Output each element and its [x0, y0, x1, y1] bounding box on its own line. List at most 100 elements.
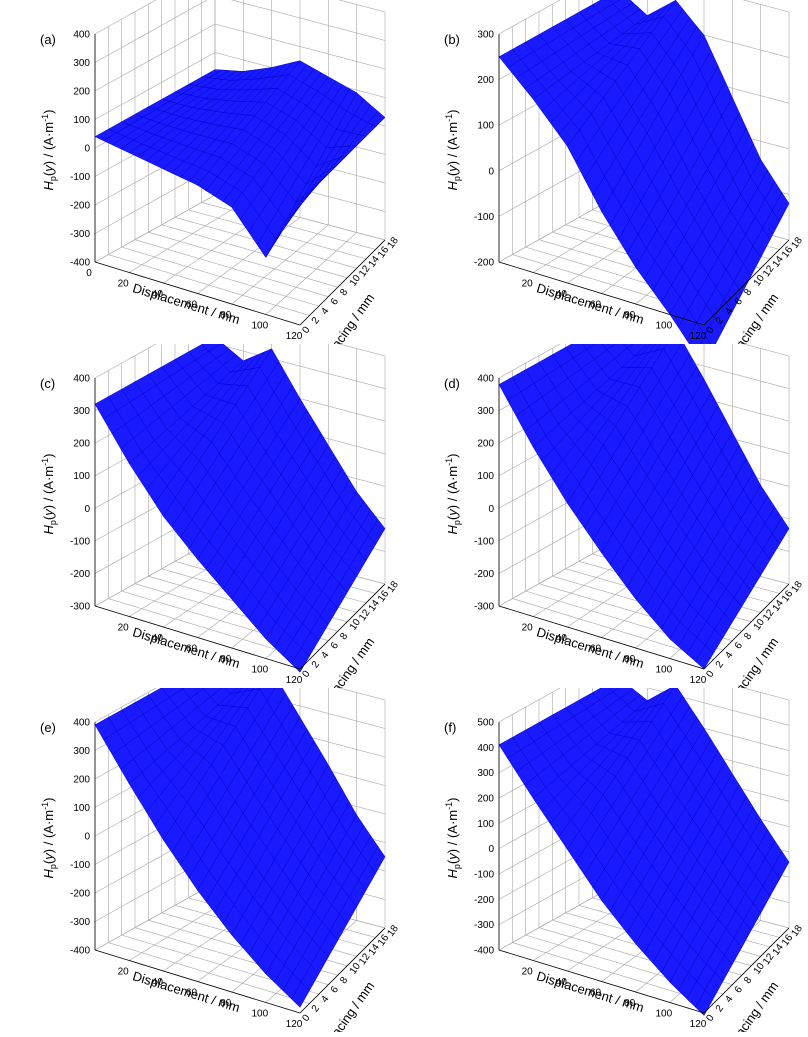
- panel-a-x-tick-label: 0: [86, 268, 92, 279]
- panel-c-y-title: Spacing / mm: [319, 635, 377, 688]
- panel-b-x-tick-label: 100: [655, 321, 672, 332]
- panel-c-box: [94, 378, 386, 670]
- panel-e-y-tick-label: 6: [329, 984, 341, 995]
- panel-a-grid-line: [129, 202, 244, 273]
- panel-e-z-tick-label: -200: [70, 889, 90, 900]
- panel-e-y-tick-label: 2: [310, 1003, 322, 1014]
- panel-e-box: [94, 722, 386, 1014]
- panel-d-z-tick-label: 300: [477, 406, 494, 417]
- panel-f-z-tick-label: 100: [477, 819, 494, 830]
- panel-d-x-axis: [498, 605, 705, 670]
- panel-a-x-tick-label: 100: [251, 321, 268, 332]
- panel-c-y-tick-label: 0: [300, 668, 312, 679]
- panel-d-grid-line: [512, 598, 714, 660]
- panel-b-y-axis: [703, 239, 790, 326]
- panel-f-y-tick-label: 4: [723, 994, 735, 1005]
- panel-c-surface: [94, 336, 386, 673]
- panel-b-surface: [498, 0, 790, 367]
- panel-a-grid-line: [94, 0, 208, 63]
- panel-a-x-tick-label: 40: [152, 289, 164, 300]
- panel-d-z-tick-label: 0: [488, 504, 494, 515]
- panel-c-z-tick-label: -200: [70, 569, 90, 580]
- panel-b: -200 -100 0 100 200 300 20 40 60 80 100 120 0 2 4 6 8 10 1…: [404, 0, 808, 367]
- panel-a-x-tick-label: 120: [286, 331, 303, 342]
- panel-d-grid-line: [498, 538, 620, 607]
- panel-a-x-axis: [94, 261, 301, 326]
- panel-e-x-tick-label: 100: [251, 1009, 268, 1020]
- panel-b-y-tick-label: 6: [733, 296, 745, 307]
- panel-f-label: (f): [444, 720, 456, 735]
- panel-d-surface: [498, 317, 790, 670]
- panel-d-y-tick-label: 4: [723, 650, 735, 661]
- panel-d-y-axis: [703, 583, 790, 670]
- panel-e-y-tick-label: 0: [300, 1012, 312, 1023]
- panel-d-y-title: Spacing / mm: [723, 635, 781, 688]
- panel-e-y-title: Spacing / mm: [319, 979, 377, 1032]
- panel-c-z-tick-label: 200: [73, 439, 90, 450]
- panel-c-z-tick-label: 0: [84, 504, 90, 515]
- panel-e: -400 -300 -200 -100 0 100 200 300 400 20 40 60 80 100…: [0, 654, 404, 1037]
- panel-f-y-tick-label: 8: [742, 975, 754, 986]
- panel-a-z-tick-label: -400: [70, 258, 90, 269]
- panel-b-label: (b): [444, 32, 460, 47]
- panel-e-z-tick-label: -100: [70, 860, 90, 871]
- panel-d-z-title: Hp(y) / (A·m-1): [444, 454, 462, 535]
- panel-b-x-tick-label: 60: [590, 300, 602, 311]
- panel-d-y-tick-label: 6: [733, 640, 745, 651]
- panel-d-x-tick-label: 40: [556, 633, 568, 644]
- panel-c-grid-line: [108, 598, 310, 660]
- panel-a-grid-line: [94, 23, 216, 92]
- panel-c-z-tick-label: 300: [73, 406, 90, 417]
- panel-d-z-tick-label: 400: [477, 374, 494, 385]
- panel-a-z-tick-label: -100: [70, 172, 90, 183]
- panel-f-x-title: Displacement / mm: [535, 968, 646, 1015]
- panel-f-x-tick-label: 100: [655, 1009, 672, 1020]
- panel-f-z-tick-label: -400: [474, 946, 494, 957]
- panel-c-x-tick-label: 120: [286, 675, 303, 686]
- panel-f-z-tick-label: -200: [474, 895, 494, 906]
- panel-a-grid-line: [134, 239, 329, 297]
- panel-b-y-tick-label: 0: [704, 324, 716, 335]
- panel-a-grid-line: [201, 202, 376, 250]
- panel-a-z-title: Hp(y) / (A·m-1): [40, 110, 58, 191]
- panel-b-x-tick-label: 120: [690, 331, 707, 342]
- panel-a-grid-line: [338, 0, 386, 13]
- panel-d-z-tick-label: -300: [474, 602, 494, 613]
- panel-b-y-tick-label: 8: [742, 287, 754, 298]
- panel-b-z-tick-label: 100: [477, 121, 494, 132]
- panel-e-y-tick-label: 18: [385, 923, 401, 939]
- panel-a-grid-line: [94, 52, 216, 120]
- panel-b-grid-line: [498, 0, 561, 35]
- panel-a-grid-line: [148, 231, 338, 288]
- panel-a-grid-line: [265, 232, 357, 315]
- panel-f-z-tick-label: -300: [474, 920, 494, 931]
- panel-d-x-tick-label: 20: [522, 623, 534, 634]
- panel-d-x-title: Displacement / mm: [535, 624, 646, 671]
- panel-a-z-tick-label: 300: [73, 58, 90, 69]
- panel-e-plot: -400-300-200-100010020030040020406080100…: [40, 654, 401, 1037]
- panel-f-z-tick-label: -100: [474, 870, 494, 881]
- panel-e-x-tick-label: 20: [118, 967, 130, 978]
- panel-a-z-tick-label: 0: [84, 144, 90, 155]
- panel-c-label: (c): [40, 376, 55, 391]
- panel-a-z-tick-label: 100: [73, 115, 90, 126]
- panel-d-z-tick-label: -200: [474, 569, 494, 580]
- panel-a-z-tick-label: 400: [73, 30, 90, 41]
- panel-c-grid-line: [214, 343, 386, 389]
- panel-a-x-tick-label: 20: [118, 279, 130, 290]
- panel-e-grid-line: [94, 882, 216, 951]
- panel-c-y-tick-label: 4: [319, 650, 331, 661]
- panel-a-grid-line: [108, 254, 310, 316]
- panel-e-y-axis: [299, 927, 386, 1014]
- panel-d-z-tick-label: 200: [477, 439, 494, 450]
- panel-e-z-tick-label: 300: [73, 746, 90, 757]
- panel-a-grid-line: [214, 23, 386, 70]
- panel-c-x-tick-label: 40: [152, 633, 164, 644]
- panel-b-x-tick-label: 80: [624, 310, 636, 321]
- panel-a-y-tick-label: 8: [338, 287, 350, 298]
- panel-f: -400 -300 -200 -100 0 100 200 300 400 500 20 40 60 80…: [404, 654, 808, 1037]
- panel-a-y-tick-label: 0: [300, 324, 312, 335]
- panel-e-y-tick-label: 8: [338, 975, 350, 986]
- panel-c-x-title: Displacement / mm: [131, 624, 242, 671]
